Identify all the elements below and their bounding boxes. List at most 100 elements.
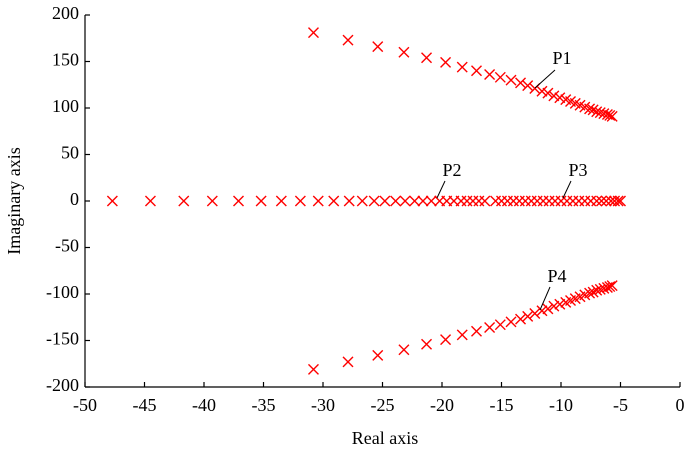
marker: [549, 195, 561, 207]
marker: [594, 283, 606, 295]
marker: [587, 104, 599, 116]
marker-stroke: [606, 280, 618, 292]
marker: [398, 46, 410, 58]
marker-stroke: [587, 286, 599, 298]
marker-stroke: [421, 52, 433, 64]
marker-stroke: [399, 195, 411, 207]
x-tick-label: -45: [133, 395, 157, 415]
x-tick-label: -15: [490, 395, 514, 415]
marker-stroke: [390, 195, 402, 207]
marker: [522, 80, 534, 92]
marker: [379, 195, 391, 207]
y-tick-label: 50: [61, 143, 79, 163]
marker-stroke: [515, 77, 527, 89]
marker-stroke: [515, 313, 527, 325]
marker-stroke: [600, 195, 612, 207]
marker: [537, 195, 549, 207]
marker-stroke: [494, 71, 506, 83]
marker: [496, 195, 507, 207]
marker: [585, 195, 597, 207]
marker-stroke: [307, 363, 319, 375]
marker: [542, 87, 554, 99]
marker: [529, 308, 541, 320]
marker: [390, 195, 402, 207]
annotation-leader: [534, 69, 556, 89]
x-axis-label: Real axis: [352, 428, 418, 448]
marker-stroke: [312, 195, 324, 207]
y-tick-label: -100: [46, 282, 79, 302]
annotation-leader: [539, 286, 551, 311]
marker-stroke: [106, 195, 118, 207]
marker-stroke: [598, 108, 610, 120]
marker: [372, 41, 384, 53]
marker: [519, 195, 531, 207]
marker-stroke: [233, 195, 245, 207]
marker-stroke: [440, 334, 452, 346]
marker-stroke: [591, 195, 603, 207]
marker: [536, 305, 548, 317]
marker-stroke: [601, 109, 613, 121]
marker: [484, 69, 496, 81]
marker: [479, 195, 491, 207]
x-tick-label: -20: [430, 395, 454, 415]
marker: [307, 27, 319, 39]
marker: [372, 349, 384, 361]
marker-stroke: [421, 338, 433, 350]
marker: [600, 195, 612, 207]
marker-stroke: [548, 90, 560, 102]
y-tick-label: -200: [46, 375, 79, 395]
marker: [598, 108, 610, 120]
marker-stroke: [579, 101, 591, 113]
annotation: P2: [442, 160, 461, 180]
marker-stroke: [522, 310, 534, 322]
marker: [543, 195, 555, 207]
marker: [467, 195, 479, 207]
marker: [494, 71, 506, 83]
marker: [591, 195, 603, 207]
x-tick-label: -10: [549, 395, 573, 415]
marker: [522, 310, 534, 322]
marker: [555, 195, 567, 207]
marker: [455, 195, 467, 207]
marker-stroke: [536, 85, 548, 97]
marker-stroke: [379, 195, 391, 207]
marker: [461, 195, 473, 207]
marker-stroke: [409, 195, 421, 207]
marker: [356, 195, 368, 207]
marker-stroke: [574, 99, 586, 111]
marker: [490, 195, 502, 207]
marker-stroke: [456, 329, 468, 341]
marker: [515, 77, 527, 89]
marker: [536, 85, 548, 97]
marker-stroke: [591, 106, 603, 118]
marker-stroke: [479, 195, 491, 207]
marker-stroke: [417, 195, 429, 207]
marker: [471, 325, 483, 337]
x-tick-label: -35: [252, 395, 276, 415]
marker: [584, 287, 596, 299]
marker: [604, 281, 616, 293]
marker: [106, 195, 118, 207]
marker: [542, 303, 554, 315]
marker: [456, 329, 468, 341]
marker-stroke: [565, 95, 577, 107]
marker: [594, 107, 606, 119]
marker-stroke: [598, 282, 610, 294]
marker: [342, 356, 354, 368]
marker-stroke: [307, 27, 319, 39]
marker: [505, 74, 517, 86]
marker-stroke: [342, 356, 354, 368]
x-tick-label: -50: [73, 395, 97, 415]
marker: [573, 195, 585, 207]
marker: [505, 316, 517, 328]
y-tick-label: 0: [70, 189, 79, 209]
marker-stroke: [548, 300, 560, 312]
marker: [513, 195, 525, 207]
marker-stroke: [343, 195, 355, 207]
marker: [606, 280, 618, 292]
marker: [275, 195, 287, 207]
marker: [591, 106, 603, 118]
marker-stroke: [505, 316, 517, 328]
marker-stroke: [604, 109, 616, 121]
y-tick-label: 100: [52, 96, 79, 116]
